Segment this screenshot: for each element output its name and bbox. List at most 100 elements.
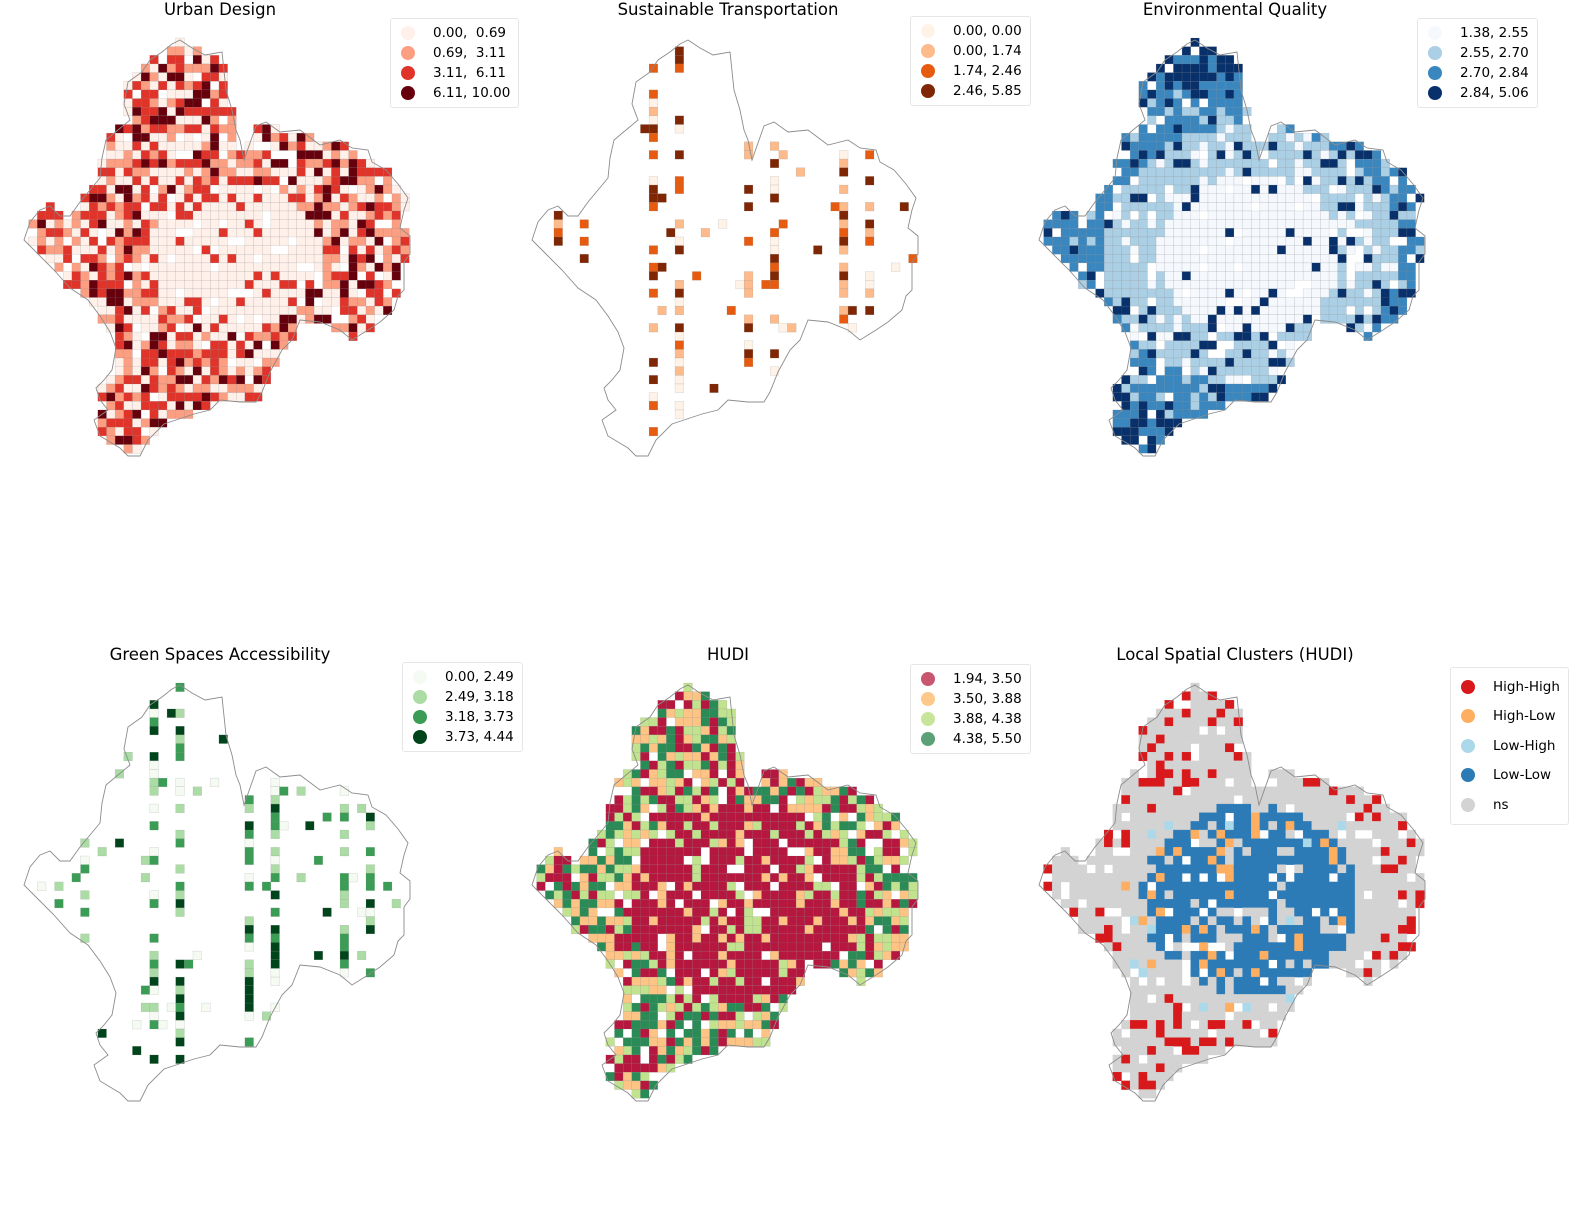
grid-cell: [175, 838, 185, 848]
grid-cell: [1285, 959, 1295, 969]
grid-cell: [761, 942, 771, 952]
grid-cell: [1121, 795, 1131, 805]
grid-cell: [891, 864, 901, 874]
grid-cell: [149, 314, 159, 324]
legend-urban-design: 0.00, 0.69 0.69, 3.11 3.11, 6.11 6.11, 10.0…: [390, 18, 520, 108]
grid-cell: [1216, 1020, 1226, 1030]
grid-cell: [1216, 392, 1226, 402]
grid-cell: [1207, 392, 1217, 402]
grid-cell: [1164, 340, 1174, 350]
grid-cell: [1147, 933, 1157, 943]
grid-cell: [1147, 314, 1157, 324]
legend-item: 4.38, 5.50: [921, 729, 1022, 749]
grid-cell: [1259, 890, 1269, 900]
grid-cell: [1069, 228, 1079, 238]
grid-cell: [270, 158, 280, 168]
grid-cell: [1155, 98, 1165, 108]
grid-cell: [1138, 444, 1148, 454]
grid-cell: [1207, 262, 1217, 272]
grid-cell: [1129, 271, 1140, 281]
grid-cell: [1354, 305, 1364, 315]
grid-cell: [218, 383, 228, 393]
grid-cell: [1147, 838, 1157, 848]
grid-cell: [1121, 1046, 1131, 1056]
grid-cell: [1069, 236, 1079, 246]
grid-cell: [348, 271, 358, 281]
grid-cell: [735, 907, 745, 917]
grid-cell: [1190, 803, 1200, 813]
grid-cell: [1372, 167, 1382, 177]
grid-cell: [1320, 925, 1330, 935]
grid-cell: [175, 72, 185, 82]
grid-cell: [201, 210, 211, 220]
grid-cell: [244, 305, 254, 315]
grid-cell: [253, 349, 263, 359]
grid-cell: [657, 786, 667, 796]
grid-cell: [236, 392, 246, 402]
grid-cell: [787, 942, 797, 952]
grid-cell: [132, 271, 142, 281]
grid-cell: [1277, 141, 1287, 151]
grid-cell: [1346, 968, 1356, 978]
grid-cell: [1328, 158, 1338, 168]
grid-cell: [657, 855, 667, 865]
grid-cell: [253, 271, 263, 281]
grid-cell: [192, 375, 202, 385]
grid-cell: [1398, 925, 1408, 935]
grid-cell: [1199, 340, 1209, 350]
grid-cell: [631, 838, 641, 848]
grid-cell: [1380, 933, 1390, 943]
grid-cell: [1320, 202, 1330, 212]
grid-cell: [1328, 864, 1338, 874]
grid-cell: [640, 795, 650, 805]
grid-cell: [640, 760, 650, 770]
grid-cell: [1354, 271, 1364, 281]
grid-cell: [666, 228, 676, 238]
grid-cell: [357, 262, 367, 272]
grid-cell: [365, 280, 375, 290]
grid-cell: [166, 401, 176, 411]
grid-cell: [1129, 280, 1140, 290]
grid-cell: [899, 916, 909, 926]
grid-cell: [674, 1054, 684, 1064]
grid-cell: [1164, 314, 1174, 324]
grid-cell: [210, 115, 220, 125]
grid-cell: [348, 236, 358, 246]
grid-cell: [1225, 769, 1235, 779]
grid-cell: [175, 349, 185, 359]
grid-cell: [1302, 786, 1312, 796]
grid-cell: [908, 899, 918, 909]
grid-cell: [1199, 847, 1209, 857]
grid-cell: [1268, 795, 1278, 805]
grid-cell: [726, 899, 736, 909]
grid-cell: [1147, 349, 1157, 359]
grid-cell: [227, 305, 237, 315]
grid-cell: [270, 314, 280, 324]
grid-cell: [1181, 349, 1191, 359]
grid-cell: [770, 141, 780, 151]
legend-marker-icon: [1428, 86, 1442, 100]
grid-cell: [1164, 838, 1174, 848]
grid-cell: [1043, 236, 1053, 246]
grid-cell: [166, 98, 176, 108]
grid-cell: [787, 821, 797, 831]
grid-cell: [140, 150, 150, 160]
grid-cell: [718, 985, 728, 995]
grid-cell: [1199, 409, 1209, 419]
grid-cell: [322, 812, 332, 822]
grid-cell: [1078, 873, 1088, 883]
grid-cell: [1173, 717, 1183, 727]
grid-cell: [596, 916, 607, 926]
grid-cell: [683, 847, 693, 857]
grid-cell: [1060, 245, 1070, 255]
grid-cell: [1207, 245, 1217, 255]
grid-cell: [166, 280, 176, 290]
grid-cell: [1216, 925, 1226, 935]
grid-cell: [1398, 847, 1408, 857]
grid-cell: [1147, 219, 1157, 229]
grid-cell: [80, 271, 90, 281]
grid-cell: [253, 193, 263, 203]
grid-cell: [1354, 812, 1364, 822]
grid-cell: [899, 933, 909, 943]
grid-cell: [847, 925, 857, 935]
